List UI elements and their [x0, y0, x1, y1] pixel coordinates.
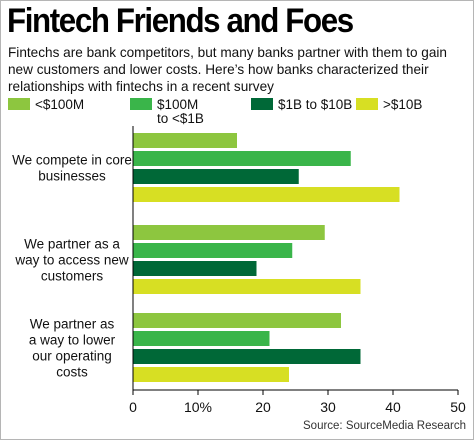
- bar-2-series-4: [133, 279, 361, 294]
- bar-3-series-3: [133, 349, 361, 364]
- category-label-1: businesses: [38, 169, 106, 184]
- category-label-3: costs: [56, 365, 88, 380]
- bar-2-series-2: [133, 243, 293, 258]
- category-label-2: way to access new: [14, 253, 129, 268]
- bar-1-series-1: [133, 133, 237, 148]
- bar-1-series-2: [133, 151, 351, 166]
- category-label-1: We compete in core: [12, 153, 132, 168]
- category-label-3: a way to lower: [29, 333, 116, 348]
- category-label-3: We partner as: [30, 317, 115, 332]
- legend-swatch-2: [130, 98, 152, 110]
- x-tick-label: 20: [255, 399, 271, 415]
- category-label-2: We partner as a: [24, 237, 120, 252]
- bar-3-series-2: [133, 331, 270, 346]
- bar-2-series-3: [133, 261, 257, 276]
- legend-label-4: >$10B: [383, 97, 422, 112]
- bar-3-series-4: [133, 367, 289, 382]
- chart-subtitle: Fintechs are bank competitors, but many …: [8, 45, 447, 94]
- x-tick-label: 30: [320, 399, 336, 415]
- legend-label-1: <$100M: [35, 97, 84, 112]
- x-tick-label: 10%: [184, 399, 212, 415]
- category-label-3: our operating: [32, 349, 112, 364]
- legend-swatch-4: [356, 98, 378, 110]
- chart-title: Fintech Friends and Foes: [7, 2, 354, 40]
- legend-label-2: $100M: [157, 97, 198, 112]
- legend-label-3: $1B to $10B: [278, 97, 352, 112]
- bar-3-series-1: [133, 313, 341, 328]
- bar-1-series-3: [133, 169, 299, 184]
- legend-swatch-3: [251, 98, 273, 110]
- legend-label-2: to <$1B: [157, 111, 204, 126]
- source-note: Source: SourceMedia Research: [303, 420, 466, 432]
- x-tick-label: 50: [450, 399, 466, 415]
- x-tick-label: 0: [129, 399, 137, 415]
- category-label-2: customers: [41, 269, 104, 284]
- x-tick-label: 40: [385, 399, 401, 415]
- bar-2-series-1: [133, 225, 325, 240]
- legend-swatch-1: [8, 98, 30, 110]
- bar-1-series-4: [133, 187, 400, 202]
